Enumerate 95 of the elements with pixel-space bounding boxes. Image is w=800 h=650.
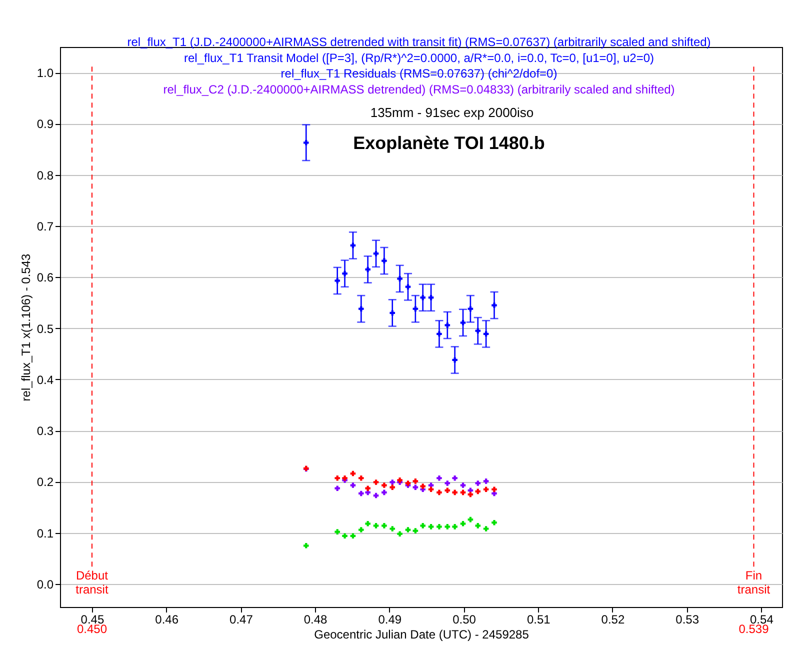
x-tick-label: 0.50 [452,612,476,626]
point [412,484,418,490]
point [342,533,348,539]
point [358,475,364,481]
x-tick-label: 0.48 [304,612,328,626]
ref-line-label: Début transit [76,568,109,597]
point [405,527,411,532]
y-tick-label: 0.3 [36,424,54,438]
x-tick-label: 0.49 [378,612,402,626]
x-tick-label: 0.47 [230,612,254,626]
y-tick-label: 0.0 [36,577,54,592]
point [350,482,356,488]
point [303,140,309,146]
point [390,526,396,532]
y-tick-label: 0.1 [36,526,54,540]
point [373,480,379,485]
point [444,524,450,530]
point [492,520,497,526]
point [452,475,458,481]
point [420,484,426,489]
point [412,478,418,484]
point [420,523,426,528]
point [452,357,458,363]
point [444,480,450,486]
point [460,482,466,488]
point [342,475,348,481]
text: rel_flux_T1 (J.D.-2400000+AIRMASS detrended with transit fit) (RMS=0.07637) (arbitrarily scaled and shifted) [127,35,711,49]
point [483,486,489,492]
point [483,478,489,484]
point [390,310,396,316]
point [475,480,481,486]
text: 135mm - 91sec exp 2000iso [370,105,534,120]
point [365,486,370,491]
point [452,524,458,530]
ref-line-label: Fin transit [737,568,771,597]
point [334,278,340,284]
point [420,294,426,300]
point [436,490,442,496]
point [460,320,466,326]
point [436,524,442,530]
x-tick-label: 0.52 [601,612,625,626]
y-tick-label: 0.9 [36,117,54,132]
point [303,542,309,548]
point [428,486,434,492]
y-tick-label: 1.0 [36,66,54,80]
annotation: rel_flux_T1 Transit Model ([P=3], (Rp/R*)^2=0.0000, a/R*=0.0, i=0.0, Tc=0, [u1=0], u2=0) [184,50,654,65]
y-axis-title: rel_flux_T1 x(1.106) - 0.543 [18,253,33,402]
annotation: rel_flux_T1 Residuals (RMS=0.07637) (chi^2/dof=0) [280,66,558,81]
point [390,480,396,485]
point [436,331,442,337]
y-tick-label: 0.7 [36,219,54,234]
point [382,523,387,528]
y-tick-label: 0.6 [36,270,54,285]
point [412,528,418,534]
point [492,302,497,308]
point [483,526,489,532]
x-tick-label: 0.53 [676,612,700,626]
point [460,520,466,526]
point [358,490,364,496]
x-tick-label: 0.46 [155,612,179,626]
point [397,276,402,282]
y-tick-label: 0.2 [36,475,54,490]
point [382,490,387,496]
point [334,529,340,534]
point [475,523,481,528]
point [365,266,370,272]
point [492,486,497,492]
point [475,328,481,334]
point [412,306,418,312]
point [334,475,340,481]
text: Exoplanète TOI 1480.b [353,133,545,153]
point [382,258,387,264]
point [390,484,396,490]
point [428,524,434,530]
x-tick-label: 0.51 [526,612,551,626]
point [334,486,340,491]
point [382,482,387,488]
point [436,475,442,481]
point [468,306,474,312]
point [444,322,450,328]
y-tick-label: 0.8 [36,168,54,182]
point [365,520,370,526]
x-axis-title: Geocentric Julian Date (UTC) - 2459285 [314,628,530,642]
point [373,523,379,528]
point [475,488,481,494]
point [452,490,458,496]
point [373,250,379,256]
point [405,284,411,290]
point [397,531,402,537]
y-tick-label: 0.4 [36,372,54,387]
point [342,270,348,276]
y-tick-label: 0.5 [36,322,54,336]
text: rel_flux_C2 (J.D.-2400000+AIRMASS detrended) (RMS=0.04833) (arbitrarily scaled and shifted) [163,82,675,96]
point [358,306,364,312]
point [358,527,364,532]
